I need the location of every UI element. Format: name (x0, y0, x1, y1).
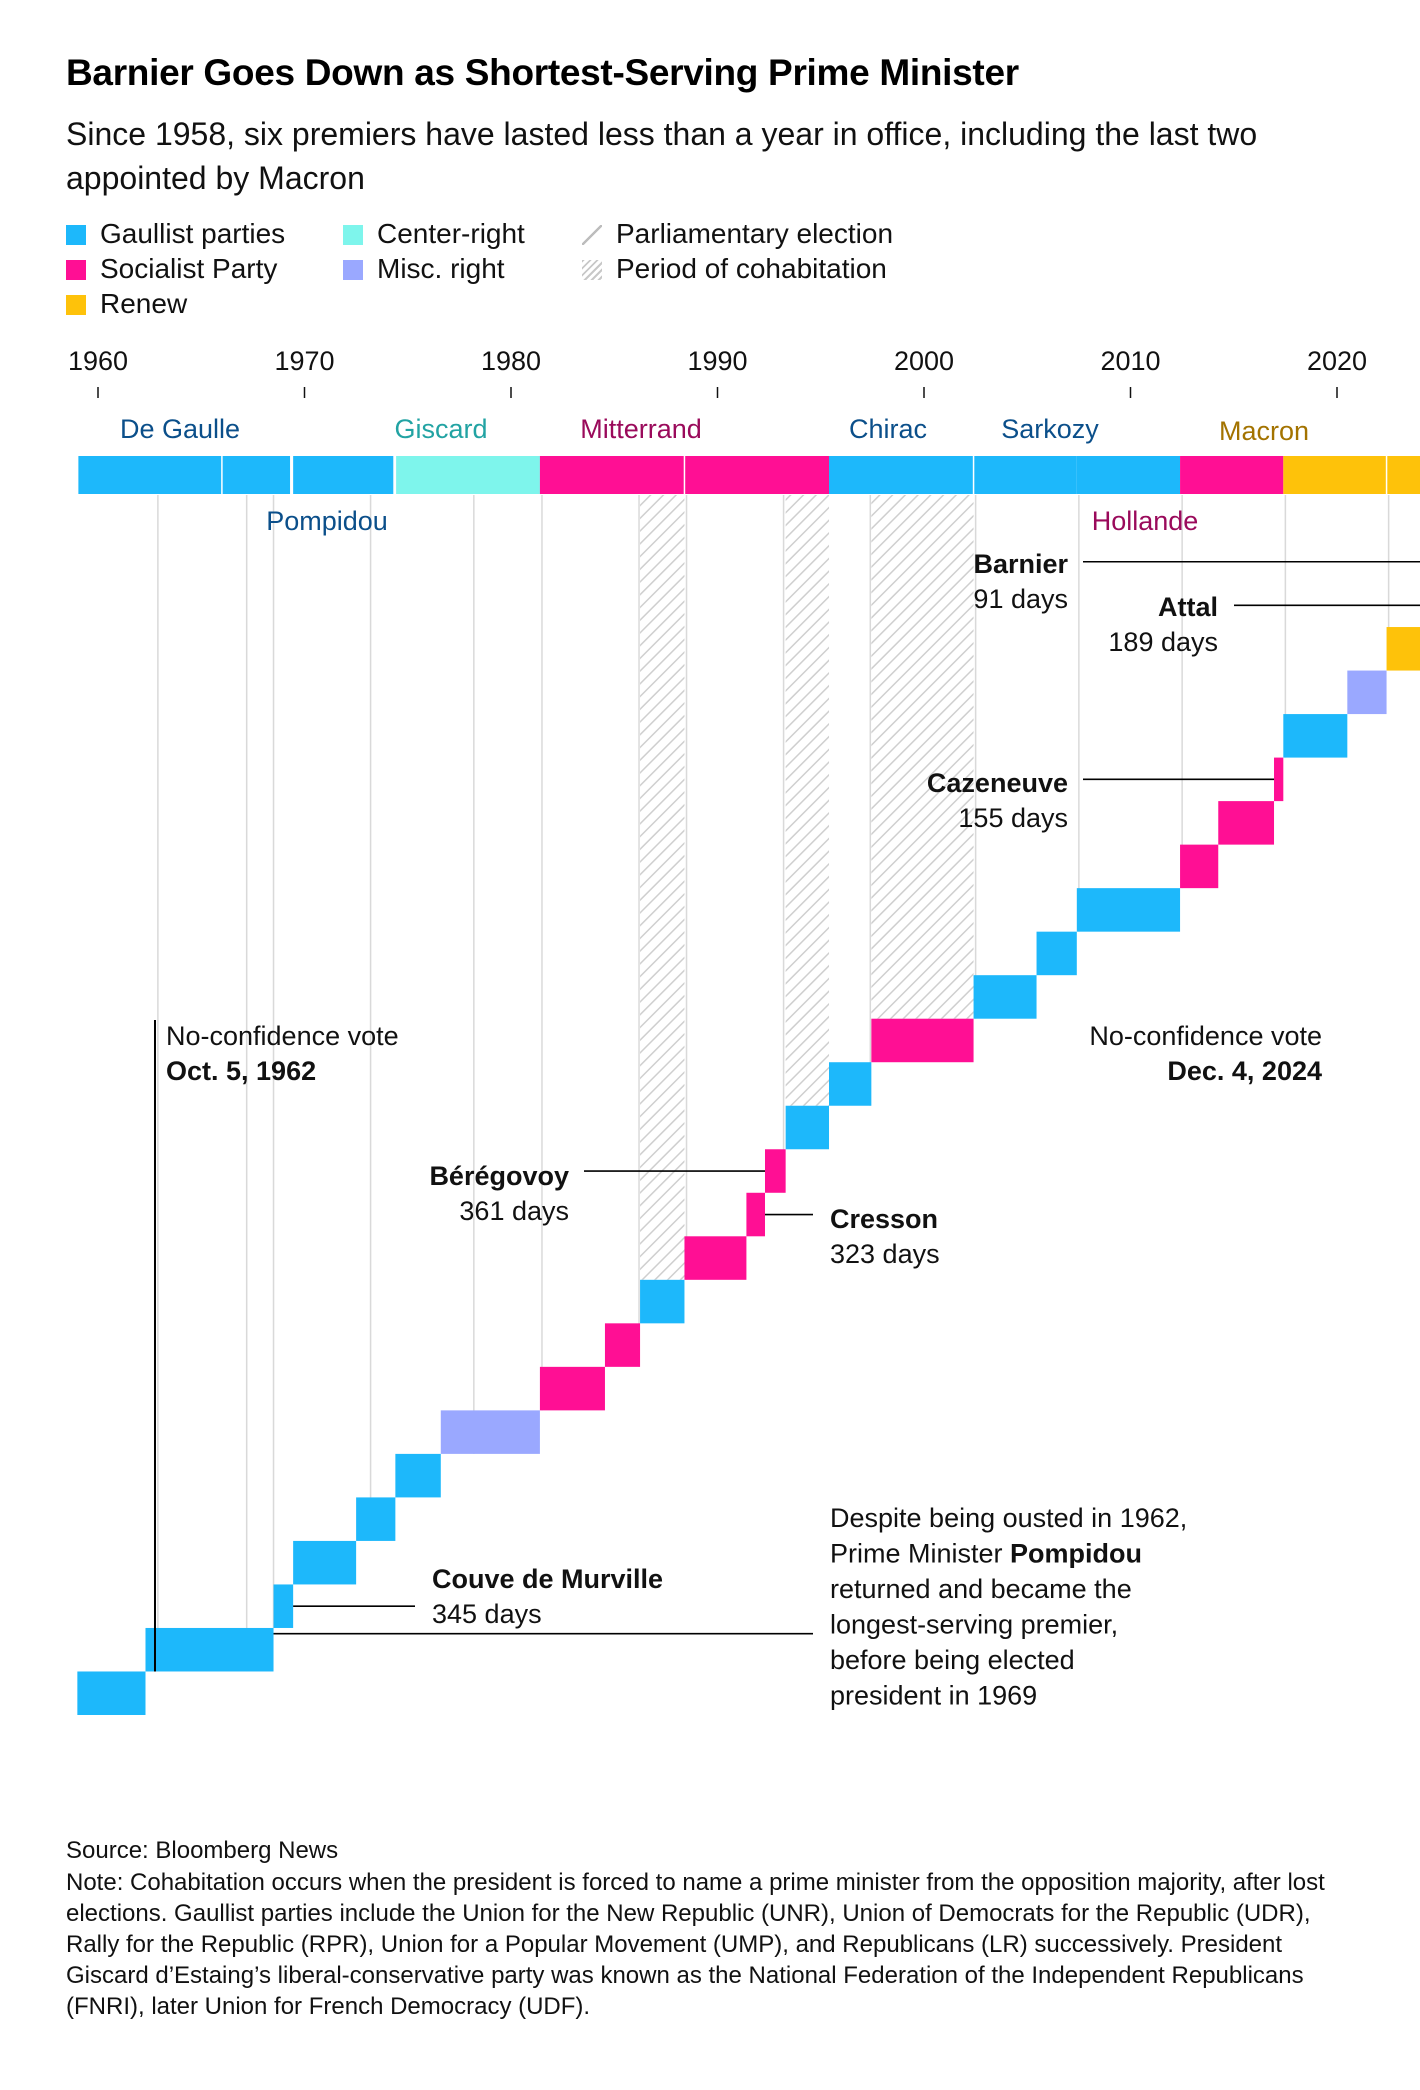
event-label: No-confidence vote (1089, 1021, 1322, 1051)
pm-bar (1274, 757, 1284, 802)
event-label: No-confidence vote (166, 1021, 399, 1051)
legend-swatch (66, 260, 86, 280)
x-tick-label-top: 2010 (1100, 346, 1160, 376)
pm-callout-days: 91 days (973, 584, 1068, 614)
legend-label: Parliamentary election (616, 218, 894, 249)
annotation-line: longest-serving premier, (830, 1610, 1118, 1640)
president-bar (395, 456, 540, 494)
x-tick-label-top: 2000 (894, 346, 954, 376)
legend-item-renew: Renew (66, 288, 187, 320)
event-date: Oct. 5, 1962 (166, 1056, 316, 1086)
president-label: Hollande (1092, 506, 1199, 536)
pm-bar (539, 1366, 605, 1411)
president-bar (1076, 456, 1181, 494)
legend-item-cohabitation: Period of cohabitation (582, 253, 887, 285)
pm-callout-days: 345 days (432, 1599, 542, 1629)
legend-label: Renew (100, 288, 188, 319)
source-note: Source: Bloomberg News (66, 1837, 339, 1864)
legend-item-center-right: Center-right (343, 218, 525, 250)
annotation-line: president in 1969 (830, 1681, 1037, 1711)
cohabitation-band (871, 495, 974, 1019)
pm-bar (293, 1540, 357, 1585)
x-tick-label-top: 1990 (687, 346, 747, 376)
legend: Gaullist parties Center-right Parliament… (66, 218, 1026, 328)
legend-swatch (343, 225, 363, 245)
cohabitation-band (785, 495, 830, 1106)
pm-bar (273, 1584, 294, 1628)
legend-label: Gaullist parties (100, 218, 286, 249)
president-label: Pompidou (266, 506, 388, 536)
legend-label: Center-right (377, 218, 525, 249)
timeline-chart: De Gaulle Pompidou Giscard Mitterrand Chirac… (68, 346, 1420, 1715)
pm-bar (746, 1192, 765, 1237)
legend-swatch (582, 260, 602, 280)
pm-bar (871, 1018, 974, 1063)
pm-callout-days: 189 days (1108, 627, 1218, 657)
president-bar (293, 456, 394, 494)
pm-bar (604, 1323, 641, 1367)
president-label: Sarkozy (1001, 414, 1099, 444)
chart-subtitle: Since 1958, six premiers have lasted les… (66, 116, 1258, 196)
pm-bar (684, 1236, 747, 1280)
footnote: Note: Cohabitation occurs when the presi… (66, 1869, 1325, 2020)
pm-callout-days: 361 days (459, 1196, 569, 1226)
president-label: Giscard (394, 414, 487, 444)
pm-callout-name: Cresson (830, 1204, 938, 1234)
pm-bar (640, 1279, 685, 1324)
president-bar (1283, 456, 1420, 494)
legend-swatch (66, 225, 86, 245)
pm-callout-name: Bérégovoy (429, 1161, 569, 1191)
president-bar (829, 456, 1077, 494)
legend-item-socialist: Socialist Party (66, 253, 277, 285)
pm-bar (973, 975, 1037, 1019)
x-tick-label-top: 1970 (274, 346, 334, 376)
pm-bar (785, 1105, 830, 1150)
legend-swatch (343, 260, 363, 280)
president-label: Macron (1219, 416, 1309, 446)
legend-label: Misc. right (377, 253, 505, 284)
x-tick-label-top: 1980 (481, 346, 541, 376)
president-label: Mitterrand (580, 414, 702, 444)
legend-item-gaullist: Gaullist parties (66, 218, 285, 250)
pm-callout-days: 323 days (830, 1239, 940, 1269)
annotation-line: Despite being ousted in 1962, (830, 1503, 1187, 1533)
pm-bar (77, 1671, 146, 1715)
cohabitation-band (640, 495, 685, 1280)
chart-title: Barnier Goes Down as Shortest-Serving Pr… (66, 52, 1019, 93)
pm-callout-name: Barnier (973, 549, 1068, 579)
pm-bar (1386, 627, 1420, 671)
pm-bar (356, 1497, 396, 1541)
president-bar (78, 456, 291, 494)
x-tick-label-top: 1960 (68, 346, 128, 376)
pm-bar (440, 1410, 540, 1454)
pm-callout-name: Couve de Murville (432, 1564, 663, 1594)
legend-item-misc-right: Misc. right (343, 253, 505, 285)
pm-callout-name: Cazeneuve (927, 768, 1068, 798)
legend-swatch (582, 225, 602, 245)
pm-callout-days: 155 days (958, 803, 1068, 833)
pm-bar (1218, 801, 1275, 845)
legend-swatch (66, 295, 86, 315)
pm-bar (829, 1062, 872, 1106)
president-bar (1180, 456, 1284, 494)
president-label: De Gaulle (120, 414, 240, 444)
pm-bar (145, 1627, 274, 1672)
pm-callout-name: Attal (1158, 592, 1218, 622)
legend-label: Period of cohabitation (616, 253, 887, 284)
annotation-line: returned and became the (830, 1574, 1132, 1604)
pm-bar (1347, 670, 1387, 715)
pm-bar (764, 1149, 786, 1193)
pm-bar (1283, 714, 1348, 758)
annotation-line: before being elected (830, 1645, 1075, 1675)
event-date: Dec. 4, 2024 (1167, 1056, 1322, 1086)
annotation-line: Prime Minister Pompidou (830, 1539, 1142, 1569)
pm-bar (1180, 844, 1219, 889)
pm-bar (1036, 931, 1077, 976)
president-label: Chirac (849, 414, 927, 444)
legend-label: Socialist Party (100, 253, 278, 284)
pm-bar (1076, 888, 1181, 932)
x-tick-label-top: 2020 (1307, 346, 1367, 376)
pm-bar (395, 1453, 441, 1498)
legend-item-election: Parliamentary election (582, 218, 893, 250)
